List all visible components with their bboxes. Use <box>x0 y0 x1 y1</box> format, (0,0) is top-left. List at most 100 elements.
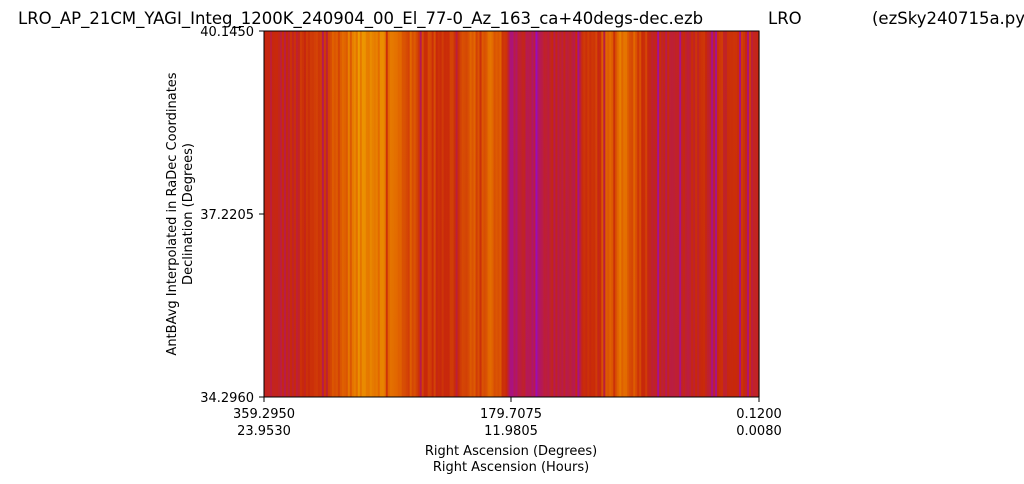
heatmap-column <box>317 31 321 397</box>
heatmap-column <box>633 31 636 397</box>
heatmap-column <box>515 31 519 397</box>
heatmap-column <box>461 31 465 397</box>
heatmap-column <box>391 31 395 397</box>
heatmap-column <box>661 31 664 397</box>
heatmap-column <box>657 31 660 397</box>
heatmap-column <box>285 31 289 397</box>
heatmap-column <box>689 31 692 397</box>
heatmap-column <box>361 31 365 397</box>
heatmap-column <box>425 31 429 397</box>
heatmap-column <box>349 31 353 397</box>
heatmap-column <box>587 31 590 397</box>
heatmap-column <box>381 31 385 397</box>
header-program: (ezSky240715a.py) <box>872 9 1024 28</box>
heatmap-column <box>413 31 417 397</box>
heatmap-column <box>595 31 598 397</box>
heatmap-column <box>393 31 397 397</box>
heatmap-column <box>473 31 477 397</box>
heatmap-column <box>547 31 551 397</box>
heatmap-column <box>609 31 612 397</box>
heatmap-column <box>619 31 622 397</box>
heatmap-column <box>523 31 527 397</box>
heatmap-column <box>611 31 614 397</box>
heatmap-column <box>431 31 435 397</box>
heatmap-column <box>653 31 656 397</box>
heatmap-column <box>679 31 682 397</box>
heatmap-column <box>487 31 491 397</box>
heatmap-column <box>645 31 648 397</box>
heatmap-column <box>565 31 568 397</box>
heatmap-column <box>485 31 489 397</box>
heatmap-column <box>477 31 481 397</box>
heatmap-column <box>521 31 525 397</box>
heatmap-column <box>267 31 271 397</box>
heatmap-column <box>691 31 694 397</box>
heatmap-column <box>441 31 445 397</box>
heatmap-column <box>659 31 662 397</box>
heatmap-column <box>499 31 503 397</box>
x-axis-label-degrees: Right Ascension (Degrees) <box>425 444 597 459</box>
heatmap-column <box>597 31 600 397</box>
heatmap-column <box>697 31 700 397</box>
heatmap-column <box>365 31 369 397</box>
heatmap-column <box>535 31 539 397</box>
x-tick-label-hours: 0.0080 <box>736 424 782 439</box>
heatmap-column <box>439 31 443 397</box>
heatmap-column <box>491 31 495 397</box>
heatmap-column <box>755 31 758 397</box>
heatmap-column <box>471 31 475 397</box>
heatmap-column <box>449 31 453 397</box>
heatmap-column <box>451 31 455 397</box>
heatmap-column <box>685 31 688 397</box>
x-axis: 359.2950 23.9530 179.7075 11.9805 0.1200… <box>233 397 782 439</box>
heatmap-column <box>701 31 704 397</box>
heatmap-column <box>503 31 507 397</box>
heatmap-column <box>667 31 670 397</box>
heatmap-column <box>369 31 373 397</box>
heatmap-column <box>311 31 315 397</box>
heatmap-column <box>563 31 566 397</box>
heatmap-column <box>733 31 736 397</box>
heatmap-column <box>607 31 610 397</box>
heatmap-column <box>325 31 329 397</box>
heatmap-column <box>389 31 393 397</box>
heatmap-column <box>575 31 578 397</box>
heatmap-column <box>297 31 301 397</box>
y-tick-label: 40.1450 <box>200 25 254 40</box>
heatmap-column <box>279 31 283 397</box>
heatmap-column <box>617 31 620 397</box>
heatmap-column <box>457 31 461 397</box>
heatmap-column <box>423 31 427 397</box>
heatmap-column <box>266 31 269 397</box>
y-axis-label-line1: AntBAvg Interpolated in RaDec Coordinate… <box>165 72 180 355</box>
heatmap-column <box>433 31 437 397</box>
x-tick-label-hours: 11.9805 <box>484 424 538 439</box>
heatmap-column <box>531 31 535 397</box>
heatmap-column <box>347 31 351 397</box>
heatmap-column <box>289 31 293 397</box>
heatmap-column <box>513 31 517 397</box>
heatmap-column <box>275 31 279 397</box>
heatmap-column <box>323 31 327 397</box>
heatmap-column <box>527 31 531 397</box>
heatmap-column <box>589 31 592 397</box>
heatmap-column <box>517 31 521 397</box>
heatmap-column <box>627 31 630 397</box>
heatmap-column <box>417 31 421 397</box>
heatmap-column <box>295 31 299 397</box>
heatmap-column <box>647 31 650 397</box>
heatmap-column <box>585 31 588 397</box>
heatmap-column <box>571 31 574 397</box>
heatmap-column <box>443 31 447 397</box>
x-tick-label-degrees: 359.2950 <box>233 407 295 422</box>
heatmap-column <box>743 31 746 397</box>
heatmap-column <box>675 31 678 397</box>
x-axis-label-hours: Right Ascension (Hours) <box>433 460 589 475</box>
heatmap-column <box>725 31 728 397</box>
heatmap-column <box>333 31 337 397</box>
heatmap-column <box>519 31 523 397</box>
heatmap-column <box>615 31 618 397</box>
heatmap-column <box>493 31 497 397</box>
heatmap-column <box>411 31 415 397</box>
